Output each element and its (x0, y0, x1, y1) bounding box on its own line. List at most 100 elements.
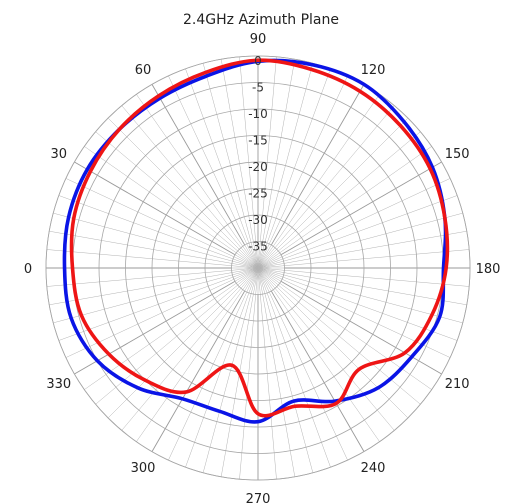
grid-spoke-inner (255, 241, 259, 269)
grid-spoke (121, 288, 242, 431)
grid-spoke (276, 117, 409, 250)
grid-ring (125, 135, 391, 401)
grid-spoke (283, 274, 463, 324)
grid-spoke (202, 293, 252, 473)
grid-spoke-inner (257, 243, 268, 269)
angle-tick-label: 90 (250, 32, 267, 47)
radial-tick-label: -30 (248, 213, 268, 227)
grid-spoke (279, 146, 432, 254)
grid-spoke (49, 272, 232, 306)
grid-spoke (49, 230, 232, 264)
grid-spoke-inner (257, 243, 270, 269)
grid-spoke-inner (257, 267, 270, 293)
grid-spoke-inner (257, 263, 285, 269)
grid-spoke-inner (237, 267, 259, 286)
grid-spoke (202, 63, 252, 243)
grid-spoke-inner (253, 241, 259, 269)
grid-spoke-inner (257, 265, 285, 269)
grid-spoke-inner (253, 267, 259, 295)
angle-tick-label: 0 (24, 262, 32, 277)
grid-spoke-inner (257, 267, 285, 271)
grid-spoke (276, 286, 409, 419)
grid-spoke-inner (239, 267, 259, 287)
grid-spoke-inner (246, 243, 259, 269)
radial-tick-label: 0 (254, 54, 262, 68)
angle-tick-label: 330 (46, 377, 71, 392)
grid-spoke (270, 84, 365, 246)
grid-spoke (239, 56, 256, 242)
grid-spoke (282, 195, 458, 260)
angle-tick-label: 120 (361, 63, 386, 78)
grid-spoke (46, 270, 232, 287)
grid-spoke (151, 290, 246, 452)
outer-ring (45, 55, 471, 481)
grid-spoke (95, 284, 238, 405)
grid-spoke-inner (257, 267, 268, 293)
grid-spoke-inner (240, 267, 259, 289)
grid-spoke-inner (257, 242, 266, 269)
grid-spoke-inner (257, 244, 272, 269)
grid-spoke-inner (250, 267, 259, 294)
grid-spoke (268, 75, 348, 245)
grid-spoke (136, 94, 244, 247)
grid-spoke (282, 276, 458, 341)
polar-grid (45, 55, 471, 481)
grid-spoke-inner (257, 267, 285, 273)
grid-spoke-inner (248, 243, 259, 269)
series-layer (62, 58, 450, 424)
grid-spoke (107, 117, 240, 250)
grid-spoke (274, 288, 395, 431)
grid-spoke (151, 84, 246, 246)
grid-spoke (46, 249, 232, 266)
grid-spoke (278, 131, 421, 252)
radial-tick-label: -5 (252, 81, 264, 95)
grid-spoke (278, 284, 421, 405)
grid-spoke-inner (255, 267, 259, 295)
angle-tick-labels: 0 30 60 90 120 150 180 210 240 270 300 330 (24, 32, 501, 503)
grid-spoke-inner (257, 267, 279, 286)
radial-tick-labels: 0 -5 -10 -15 -20 -25 -30 -35 (248, 54, 268, 254)
grid-spoke-inner (234, 267, 259, 282)
grid-spoke-inner (257, 267, 280, 284)
grid-spoke-inner (257, 267, 277, 287)
grid-spoke-inner (257, 260, 284, 269)
grid-spoke-inner (257, 250, 279, 269)
grid-spoke (168, 75, 248, 245)
grid-spoke (268, 291, 348, 461)
radial-tick-label: -20 (248, 160, 268, 174)
grid-spoke (280, 161, 442, 256)
grid-spoke (266, 68, 331, 244)
grid-spoke-inner (234, 254, 259, 269)
grid-spoke (185, 68, 250, 244)
grid-spoke-inner (257, 267, 283, 280)
grid-spoke (185, 292, 250, 468)
grid-spoke (220, 294, 254, 477)
radial-tick-label: -35 (248, 240, 268, 254)
grid-spoke-inner (257, 256, 283, 269)
grid-spoke (260, 294, 277, 480)
grid-spoke (284, 230, 467, 264)
angle-tick-label: 270 (246, 492, 271, 503)
grid-spoke (136, 289, 244, 442)
grid-spoke (264, 293, 314, 473)
grid-spoke-inner (242, 246, 259, 269)
grid-spoke-inner (257, 267, 274, 290)
grid-spoke (74, 161, 236, 256)
grid-spoke-inner (257, 258, 283, 269)
grid-spoke-inner (257, 241, 261, 269)
grid-spoke-inner (233, 267, 259, 278)
angle-tick-label: 60 (135, 63, 152, 78)
radial-tick-label: -10 (248, 107, 268, 121)
grid-spoke-inner (250, 242, 259, 269)
grid-spoke (279, 282, 432, 390)
chart-title: 2.4GHz Azimuth Plane (183, 12, 339, 28)
grid-spoke-inner (257, 247, 276, 269)
grid-spoke (262, 59, 296, 242)
grid-spoke-inner (231, 267, 259, 273)
grid-spoke-inner (236, 267, 259, 284)
grid-spoke-inner (237, 250, 259, 269)
grid-spoke-inner (257, 267, 263, 295)
grid-spoke-inner (233, 258, 259, 269)
grid-spoke (220, 59, 254, 242)
grid-spoke-inner (232, 267, 259, 276)
